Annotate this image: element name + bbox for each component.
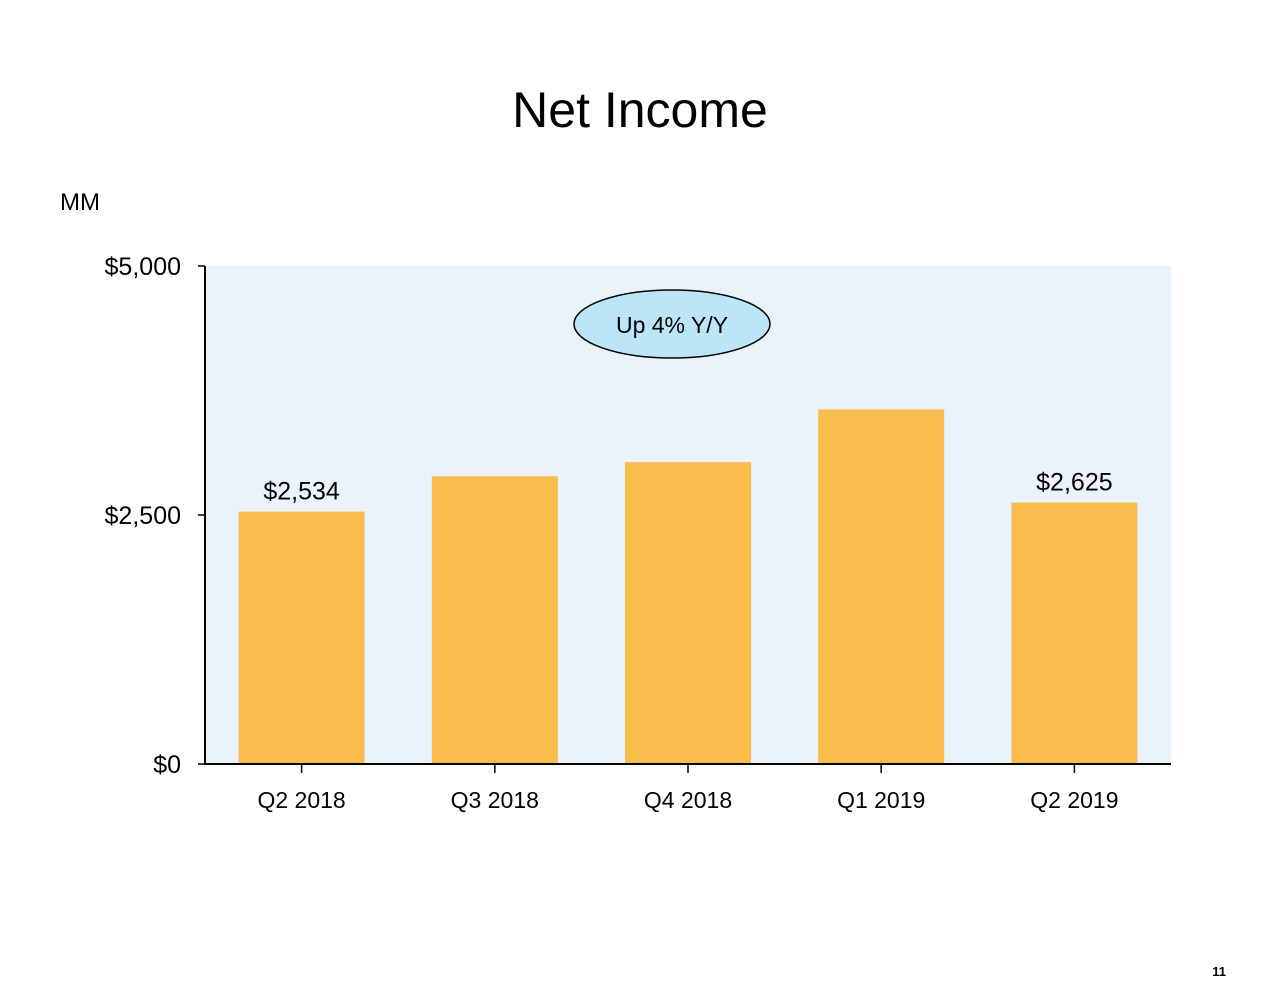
x-tick-label: Q2 2019 (1030, 787, 1118, 813)
x-tick-label: Q3 2018 (451, 787, 539, 813)
data-label: $2,534 (263, 478, 340, 506)
bar-q4-2018 (625, 462, 751, 764)
callout-text: Up 4% Y/Y (616, 312, 728, 338)
unit-label: MM (60, 189, 100, 216)
bar-q2-2018 (238, 511, 365, 764)
x-tick-label: Q1 2019 (837, 787, 925, 813)
callout-ellipse (573, 289, 771, 359)
data-labels-group: $2,534 $2,625 (263, 469, 1112, 506)
y-tick-label: $5,000 (105, 253, 181, 281)
bar-q2-2019 (1011, 502, 1138, 764)
x-tick-label: Q4 2018 (644, 787, 732, 813)
x-ticks-group: Q2 2018 Q3 2018 Q4 2018 Q1 2019 Q2 2019 (257, 764, 1119, 813)
x-tick-label: Q2 2018 (257, 787, 345, 813)
growth-callout: Up 4% Y/Y (573, 289, 771, 359)
data-label: $2,625 (1036, 469, 1112, 497)
page-title: Net Income (512, 82, 768, 138)
bar-q1-2019 (818, 409, 945, 764)
y-ticks-group: $0 $2,500 $5,000 (105, 253, 205, 779)
y-tick-label: $2,500 (105, 502, 181, 530)
page-number: 11 (1212, 964, 1226, 979)
bar-q3-2018 (431, 476, 558, 764)
bars-group (238, 409, 1138, 764)
y-tick-label: $0 (153, 751, 181, 779)
